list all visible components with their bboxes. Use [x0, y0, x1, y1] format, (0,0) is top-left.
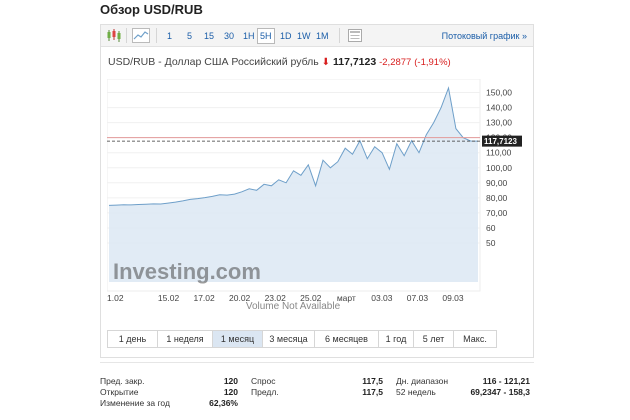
toolbar-divider: [156, 28, 157, 43]
price-line: [108, 86, 479, 206]
range-button[interactable]: Макс.: [463, 334, 487, 344]
volume-note: Volume Not Available: [246, 301, 341, 312]
y-tick-label: 80,00: [486, 193, 508, 203]
y-tick-label: 100,00: [486, 163, 512, 173]
y-tick-label: 130,00: [486, 118, 512, 128]
stat-label: Спрос: [251, 376, 276, 386]
timeframe-15[interactable]: 15: [204, 31, 215, 41]
stat-label: Открытие: [100, 387, 139, 397]
investing-watermark: Investing.com: [113, 259, 261, 284]
stat-row: Дн. диапазон 116 - 121,21: [396, 376, 530, 387]
stat-label: Изменение за год: [100, 398, 170, 408]
current-price-label: 117,7123: [484, 137, 517, 146]
area-chart-icon[interactable]: [132, 28, 150, 43]
stat-row: Изменение за год 62,36%: [100, 398, 238, 409]
range-button[interactable]: 1 день: [108, 331, 158, 347]
chart-toolbar: 1 5 15 30 1H 5H 1D 1W 1M Потоковый графи…: [101, 25, 533, 47]
x-tick-label: март: [337, 293, 356, 303]
current-price-tag: 117,7123: [482, 135, 522, 147]
stat-value: 120: [223, 387, 238, 397]
x-tick-label: 07.03: [407, 293, 429, 303]
down-arrow-icon: ⬇: [321, 57, 331, 68]
stat-value: 116 - 121,21: [482, 376, 530, 386]
timeframe-1d[interactable]: 1D: [280, 31, 292, 41]
price-chart[interactable]: 150,00140,00130,00120,00110,00100,0090,0…: [107, 79, 529, 315]
y-tick-label: 150,00: [486, 88, 512, 98]
range-button[interactable]: 1 год: [379, 331, 414, 347]
x-tick-label: 20.02: [229, 293, 251, 303]
y-tick-label: 50: [486, 238, 496, 248]
y-tick-label: 90,00: [486, 178, 508, 188]
range-button[interactable]: 1 неделя: [158, 331, 213, 347]
price-change: -2,2877: [379, 57, 412, 68]
price-change-percent: (-1,91%): [414, 57, 451, 68]
stat-value: 69,2347 - 158,3: [470, 387, 530, 397]
x-tick-label: 09.03: [442, 293, 464, 303]
stat-value: 62,36%: [209, 398, 238, 408]
x-tick-label: 23.02: [265, 293, 287, 303]
y-tick-label: 140,00: [486, 103, 512, 113]
timeframe-1[interactable]: 1: [167, 31, 173, 41]
range-button[interactable]: 5 лет: [414, 331, 454, 347]
stat-row: Спрос 117,5: [251, 376, 383, 387]
stream-chart-label: Потоковый график: [441, 31, 520, 41]
page-title: Обзор USD/RUB: [100, 2, 203, 17]
stat-label: Предл.: [251, 387, 279, 397]
quote-header: USD/RUB - Доллар США Российский рубль ⬇ …: [108, 56, 451, 68]
x-tick-label: 1.02: [107, 293, 124, 303]
timeframe-5[interactable]: 5: [187, 31, 193, 41]
stat-row: Предл. 117,5: [251, 387, 383, 398]
stat-label: Пред. закр.: [100, 376, 145, 386]
y-tick-label: 70,00: [486, 208, 508, 218]
stat-value: 117,5: [362, 387, 383, 397]
timeframe-1w[interactable]: 1W: [297, 31, 311, 41]
chart-panel: 1 5 15 30 1H 5H 1D 1W 1M Потоковый графи…: [100, 24, 534, 358]
double-chevron-right-icon: »: [521, 31, 527, 41]
stat-value: 117,5: [362, 376, 383, 386]
timeframe-1m[interactable]: 1M: [316, 31, 329, 41]
timeframe-5h[interactable]: 5H: [257, 28, 275, 44]
pair-name: USD/RUB - Доллар США Российский рубль: [108, 56, 319, 68]
range-selector: 1 день 1 неделя 1 месяц 3 месяца 6 месяцев 1 …: [107, 330, 497, 348]
toolbar-divider: [339, 28, 340, 43]
y-tick-label: 110,00: [486, 148, 512, 158]
range-button[interactable]: 1 месяц: [213, 331, 263, 347]
toolbar-divider: [126, 28, 127, 43]
x-tick-label: 15.02: [158, 293, 180, 303]
settings-panel-icon[interactable]: [347, 28, 363, 43]
price-area-fill: [109, 88, 478, 282]
last-price: 117,7123: [332, 56, 377, 68]
stat-row: Пред. закр. 120: [100, 376, 238, 387]
stat-row: 52 недель 69,2347 - 158,3: [396, 387, 530, 398]
stream-chart-link[interactable]: Потоковый график »: [442, 29, 527, 43]
stat-value: 120: [223, 376, 238, 386]
x-tick-label: 25.02: [300, 293, 322, 303]
range-button[interactable]: 6 месяцев: [315, 331, 379, 347]
stat-label: Дн. диапазон: [396, 376, 449, 386]
section-divider: [100, 362, 534, 363]
stat-row: Открытие 120: [100, 387, 238, 398]
x-tick-label: 17.02: [193, 293, 215, 303]
stat-label: 52 недель: [396, 387, 436, 397]
timeframe-1h[interactable]: 1H: [243, 31, 255, 41]
timeframe-30[interactable]: 30: [224, 31, 235, 41]
range-button[interactable]: 3 месяца: [263, 331, 315, 347]
y-tick-label: 60: [486, 223, 496, 233]
x-tick-label: 03.03: [371, 293, 393, 303]
candlestick-icon[interactable]: [106, 28, 122, 43]
